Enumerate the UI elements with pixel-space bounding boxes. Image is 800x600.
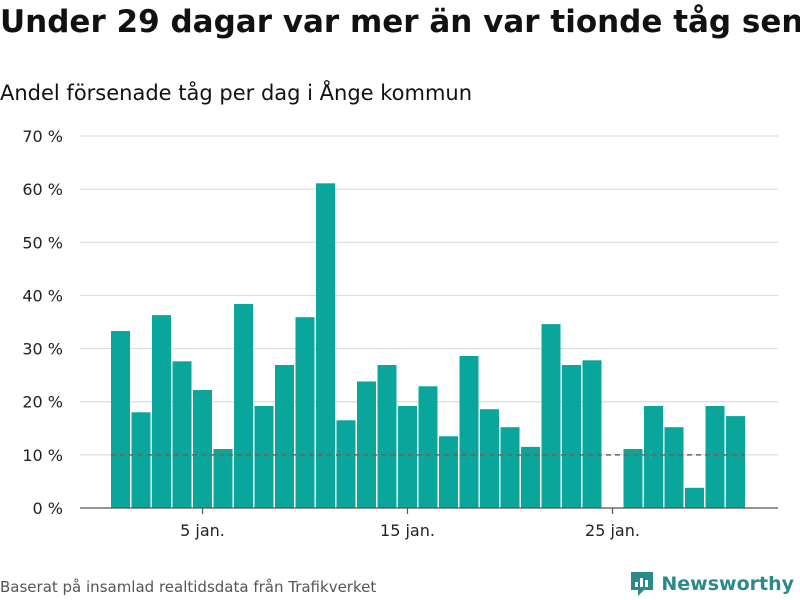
x-tick-label: 5 jan. xyxy=(180,521,225,540)
bar xyxy=(234,303,253,508)
y-tick-label: 70 % xyxy=(22,127,63,146)
bars xyxy=(111,183,745,509)
bar xyxy=(254,406,274,508)
bar xyxy=(213,449,233,508)
brand-logo[interactable]: Newsworthy xyxy=(629,570,794,598)
bar xyxy=(172,361,192,508)
chart-subtitle: Andel försenade tåg per dag i Ånge kommu… xyxy=(0,81,473,105)
bar xyxy=(111,331,130,508)
bar xyxy=(582,360,602,508)
y-tick-label: 20 % xyxy=(22,393,63,412)
bar xyxy=(705,406,725,508)
y-tick-label: 10 % xyxy=(22,446,63,465)
bar xyxy=(398,406,417,508)
brand-name: Newsworthy xyxy=(661,573,794,595)
bar xyxy=(152,315,171,508)
y-tick-label: 60 % xyxy=(22,180,63,199)
bar xyxy=(357,381,376,508)
bar xyxy=(295,317,315,508)
y-axis-labels: 0 % 10 % 20 % 30 % 40 % 50 % 60 % 70 % xyxy=(22,127,63,518)
bar xyxy=(336,420,356,508)
bar xyxy=(480,409,499,508)
bar xyxy=(644,406,663,508)
source-note: Baserat på insamlad realtidsdata från Tr… xyxy=(0,578,377,596)
bar xyxy=(131,412,151,508)
bar xyxy=(193,390,212,508)
bar xyxy=(418,386,438,508)
bar xyxy=(500,427,520,508)
bar xyxy=(541,324,561,508)
bar xyxy=(726,416,745,508)
bar xyxy=(623,449,643,508)
y-tick-label: 50 % xyxy=(22,233,63,252)
bar xyxy=(664,427,684,508)
y-tick-label: 40 % xyxy=(22,286,63,305)
bar xyxy=(439,436,458,508)
bar xyxy=(562,365,581,508)
newsworthy-logo-icon xyxy=(631,572,654,596)
bar xyxy=(275,365,294,508)
bar xyxy=(521,446,540,508)
x-axis-labels: 5 jan. 15 jan. 25 jan. xyxy=(180,508,640,540)
y-tick-label: 30 % xyxy=(22,340,63,359)
y-tick-label: 0 % xyxy=(33,499,63,518)
x-tick-label: 15 jan. xyxy=(380,521,435,540)
x-tick-label: 25 jan. xyxy=(585,521,640,540)
bar xyxy=(685,487,704,508)
bar xyxy=(459,356,479,508)
bar xyxy=(316,183,335,509)
bar xyxy=(377,365,397,508)
chart-title: Under 29 dagar var mer än var tionde tåg… xyxy=(0,4,800,40)
